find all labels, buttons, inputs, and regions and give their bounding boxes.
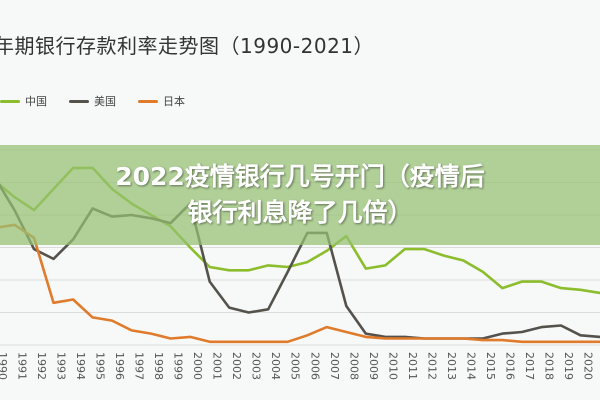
x-tick-label: 1990 [0, 352, 9, 380]
headline-line-2: 银行利息降了几倍） [187, 198, 413, 227]
x-tick-label: 2006 [308, 352, 321, 380]
x-tick-label: 2016 [503, 352, 516, 380]
x-tick-label: 1993 [55, 352, 68, 380]
headline-line-1: 2022疫情银行几号开门（疫情后 [115, 162, 485, 191]
x-tick-label: 2009 [367, 352, 380, 380]
x-tick-label: 2003 [250, 352, 263, 380]
x-tick-label: 1994 [74, 352, 87, 380]
x-tick-label: 2000 [191, 352, 204, 380]
x-tick-label: 2020 [581, 352, 594, 380]
x-tick-label: 2008 [347, 352, 360, 380]
x-tick-label: 2002 [230, 352, 243, 380]
x-tick-label: 2014 [464, 352, 477, 380]
x-tick-label: 2010 [386, 352, 399, 380]
x-tick-label: 1992 [35, 352, 48, 380]
x-tick-label: 2004 [269, 352, 282, 380]
x-tick-label: 1995 [94, 352, 107, 380]
x-tick-label: 2018 [542, 352, 555, 380]
x-tick-label: 2011 [406, 352, 419, 380]
legend-swatch-china [0, 99, 20, 103]
x-tick-label: 1998 [152, 352, 165, 380]
legend-swatch-usa [69, 99, 89, 103]
x-tick-label: 2017 [523, 352, 536, 380]
x-tick-label: 2013 [445, 352, 458, 380]
legend-item-japan: 日本 [138, 93, 185, 109]
x-tick-label: 2015 [484, 352, 497, 380]
x-tick-label: 1996 [113, 352, 126, 380]
chart-legend: 中国 美国 日本 [0, 93, 185, 109]
x-tick-label: 2019 [562, 352, 575, 380]
legend-item-china: 中国 [0, 93, 47, 109]
legend-label-china: 中国 [25, 95, 47, 108]
series-line-japan [0, 223, 600, 344]
legend-item-usa: 美国 [69, 93, 116, 109]
x-tick-label: 2012 [425, 352, 438, 380]
headline-banner: 2022疫情银行几号开门（疫情后 银行利息降了几倍） [0, 145, 600, 245]
x-tick-label: 2007 [328, 352, 341, 380]
x-tick-label: 1997 [133, 352, 146, 380]
legend-label-usa: 美国 [94, 95, 116, 108]
chart-title: 年期银行存款利率走势图（1990-2021） [0, 34, 375, 58]
x-tick-label: 1991 [16, 352, 29, 380]
x-tick-label: 1999 [172, 352, 185, 380]
x-tick-label: 2005 [289, 352, 302, 380]
legend-swatch-japan [138, 99, 158, 103]
legend-label-japan: 日本 [163, 95, 185, 108]
x-tick-label: 2001 [211, 352, 224, 380]
